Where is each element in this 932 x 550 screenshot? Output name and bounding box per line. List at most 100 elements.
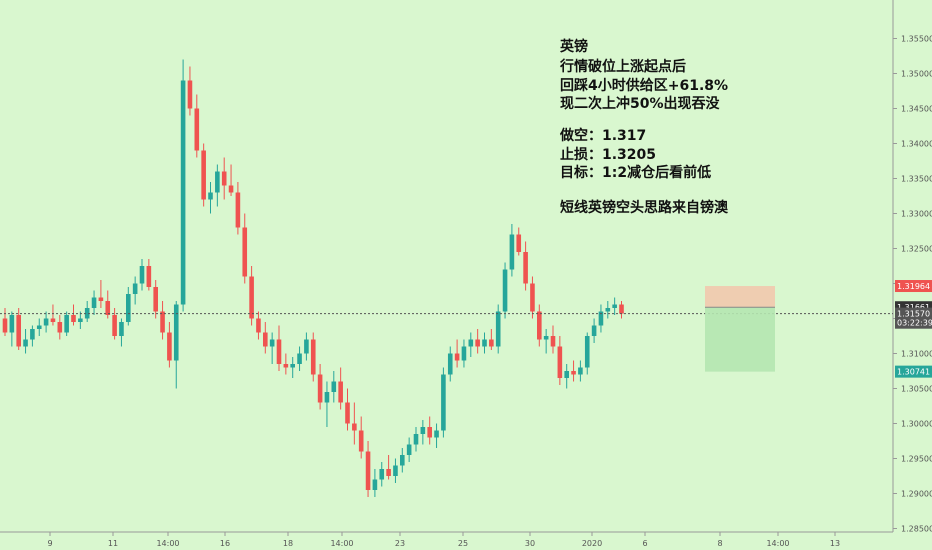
candle-body <box>187 80 193 109</box>
candle-body <box>194 108 200 151</box>
candle-body <box>283 364 289 368</box>
price-badge <box>895 307 932 320</box>
price-badge <box>895 280 932 293</box>
price-badge-label: 03:22:39 <box>897 319 932 328</box>
take-profit-zone[interactable] <box>705 307 775 372</box>
candle-body <box>256 318 261 333</box>
candle-body <box>537 311 542 340</box>
candle-body <box>345 402 350 424</box>
candle-body <box>16 315 21 347</box>
candle-body <box>64 315 69 333</box>
candle-body <box>43 318 49 326</box>
y-tick-label: 1.35500 <box>901 35 932 44</box>
candle-body <box>126 294 131 322</box>
y-tick-label: 1.34000 <box>901 140 932 149</box>
candle-body <box>386 469 391 476</box>
candle-body <box>235 192 241 228</box>
candle-body <box>23 339 28 347</box>
candle-body <box>489 339 494 347</box>
candle-body <box>78 318 83 322</box>
candle-body <box>584 336 590 368</box>
annotation-line: 回踩4小时供给区+61.8% <box>560 77 728 94</box>
y-tick-label: 1.31000 <box>901 350 932 359</box>
candle-body <box>523 252 528 284</box>
candle-body <box>173 304 179 361</box>
candle-body <box>420 427 426 434</box>
candle-body <box>167 332 172 361</box>
price-badge-label: 1.31570 <box>897 310 930 319</box>
candle-body <box>454 353 460 361</box>
y-tick-label: 1.30500 <box>901 385 932 394</box>
x-tick-label: 14:00 <box>330 539 353 548</box>
candle-body <box>338 381 343 403</box>
price-badge <box>895 365 932 378</box>
y-tick-label: 1.33500 <box>901 175 932 184</box>
candle-body <box>119 322 124 336</box>
candle-body <box>441 374 446 431</box>
candle-body <box>495 311 501 347</box>
y-tick-label: 1.29000 <box>901 490 932 499</box>
candle-body <box>50 318 56 322</box>
candle-body <box>304 339 309 354</box>
candle-body <box>9 315 15 333</box>
candle-body <box>400 455 405 466</box>
candle-body <box>461 346 467 361</box>
candle-body <box>139 266 145 284</box>
candle-body <box>571 371 576 375</box>
x-tick-label: 23 <box>395 539 405 548</box>
candle-body <box>71 315 76 322</box>
candle-body <box>215 171 220 193</box>
x-tick-label: 8 <box>717 539 722 548</box>
candle-body <box>413 434 419 445</box>
candle-body <box>427 427 432 438</box>
candle-body <box>447 353 453 375</box>
y-tick-label: 1.29500 <box>901 455 932 464</box>
candle-body <box>317 374 323 403</box>
candle-body <box>324 392 330 403</box>
stop-loss-zone[interactable] <box>705 286 775 308</box>
candle-body <box>221 171 227 186</box>
candle-body <box>105 301 111 315</box>
x-tick-label: 18 <box>283 539 293 548</box>
x-tick-label: 16 <box>220 539 230 548</box>
x-tick-label: 14:00 <box>156 539 179 548</box>
annotation-line: 英镑 <box>559 38 588 55</box>
y-tick-label: 1.32500 <box>901 245 932 254</box>
annotation-line: 做空：1.317 <box>559 127 646 144</box>
candle-body <box>112 315 117 336</box>
candle-body <box>468 339 474 347</box>
candle-body <box>84 308 90 319</box>
candle-body <box>564 371 569 378</box>
candle-body <box>434 430 439 438</box>
candle-body <box>180 80 186 305</box>
candle-body <box>406 444 412 455</box>
candle-body <box>379 469 385 480</box>
candle-body <box>263 332 268 347</box>
candle-body <box>153 287 158 312</box>
candle-body <box>509 234 515 270</box>
price-badge <box>895 316 932 329</box>
candle-body <box>502 269 508 312</box>
candle-body <box>475 339 480 347</box>
candle-body <box>30 329 35 340</box>
candle-body <box>297 353 302 364</box>
annotation-line: 止损：1.3205 <box>560 146 656 163</box>
candle-body <box>482 339 487 347</box>
candle-body <box>612 304 617 308</box>
x-tick-label: 11 <box>108 539 118 548</box>
candle-body <box>269 339 275 347</box>
candle-body <box>358 430 364 452</box>
y-tick-label: 1.30000 <box>901 420 932 429</box>
candle-body <box>557 346 563 378</box>
x-tick-label: 9 <box>47 539 52 548</box>
y-tick-label: 1.35000 <box>901 70 932 79</box>
candle-body <box>372 479 378 490</box>
candle-body <box>578 367 583 375</box>
annotation-line: 短线英镑空头思路来自镑澳 <box>560 199 729 216</box>
x-tick-label: 25 <box>458 539 468 548</box>
candle-body <box>550 336 556 347</box>
candle-body <box>57 322 63 333</box>
y-tick-label: 1.33000 <box>901 210 932 219</box>
